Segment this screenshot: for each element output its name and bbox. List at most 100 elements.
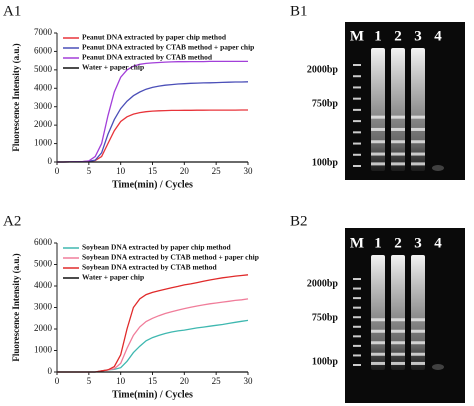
ladder-band xyxy=(353,306,361,309)
x-tick-label: 10 xyxy=(116,166,126,176)
ladder-band xyxy=(353,287,361,290)
gel-band xyxy=(371,115,385,119)
y-tick-label: 0 xyxy=(48,156,53,166)
ladder-band xyxy=(353,325,361,328)
x-tick-label: 20 xyxy=(180,166,190,176)
gel-band xyxy=(371,352,385,356)
gel-band xyxy=(371,152,385,156)
gel-band xyxy=(391,318,405,322)
x-tick-label: 5 xyxy=(87,376,92,386)
x-tick-label: 10 xyxy=(116,376,126,386)
gel-band xyxy=(391,140,405,144)
ladder-band xyxy=(353,354,361,357)
lane-label: 4 xyxy=(434,28,442,44)
gel-band xyxy=(371,162,385,166)
x-tick-label: 30 xyxy=(244,376,254,386)
gel-band xyxy=(411,152,425,156)
gel-band xyxy=(371,361,385,365)
y-tick-label: 4000 xyxy=(34,280,53,290)
gel-band xyxy=(411,329,425,333)
y-tick-label: 2000 xyxy=(34,119,53,129)
y-tick-label: 6000 xyxy=(34,237,53,247)
y-tick-label: 1000 xyxy=(34,138,53,148)
x-tick-label: 20 xyxy=(180,376,190,386)
x-tick-label: 25 xyxy=(212,376,222,386)
x-axis-label: Time(min) / Cycles xyxy=(112,179,193,190)
gel-band xyxy=(391,341,405,345)
panel-label: B1 xyxy=(290,3,308,19)
legend-label: Water + paper chip xyxy=(82,273,144,282)
gel-band xyxy=(411,115,425,119)
lane-label: M xyxy=(350,28,364,44)
gel-band xyxy=(391,152,405,156)
x-tick-label: 15 xyxy=(148,376,158,386)
lane-label: 1 xyxy=(374,235,382,251)
ladder-band xyxy=(353,64,361,66)
marker-label: 2000bp xyxy=(307,64,339,75)
ladder-band xyxy=(353,120,361,123)
primer-dimer xyxy=(432,165,444,171)
gel-band xyxy=(391,361,405,365)
ladder-band xyxy=(353,316,361,319)
gel-band xyxy=(411,162,425,166)
x-axis-label: Time(min) / Cycles xyxy=(112,389,193,400)
lane-label: 1 xyxy=(374,28,382,44)
gel-band xyxy=(371,341,385,345)
y-tick-label: 3000 xyxy=(34,101,53,111)
y-tick-label: 2000 xyxy=(34,323,53,333)
ladder-band xyxy=(353,278,361,280)
ladder-band xyxy=(353,364,361,366)
primer-dimer xyxy=(432,364,444,370)
gel-band xyxy=(391,115,405,119)
x-tick-label: 0 xyxy=(55,166,60,176)
ladder-band xyxy=(353,97,361,100)
x-tick-label: 0 xyxy=(55,376,60,386)
gel-band xyxy=(391,162,405,166)
series-line xyxy=(57,109,248,163)
marker-label: 2000bp xyxy=(307,278,339,289)
gel-band xyxy=(411,318,425,322)
y-tick-label: 0 xyxy=(48,366,53,376)
ladder-band xyxy=(353,165,361,167)
x-tick-label: 15 xyxy=(148,166,158,176)
series-line xyxy=(57,319,249,373)
lane-label: 2 xyxy=(394,235,402,251)
gel-band xyxy=(391,127,405,131)
gel-band xyxy=(371,140,385,144)
lane-label: M xyxy=(350,235,364,251)
panel-label: A2 xyxy=(3,213,21,229)
y-tick-label: 7000 xyxy=(34,27,53,37)
ladder-band xyxy=(353,153,361,156)
gel-band xyxy=(411,352,425,356)
legend-label: Soybean DNA extracted by CTAB method xyxy=(82,263,217,272)
y-axis-label: Fluorescence Intensity (a.u.) xyxy=(11,43,21,151)
ladder-band xyxy=(353,142,361,145)
ladder-band xyxy=(353,297,361,300)
legend-label: Peanut DNA extracted by paper chip metho… xyxy=(82,33,227,42)
ladder-band xyxy=(353,344,361,347)
gel-band xyxy=(411,361,425,365)
panel-label: A1 xyxy=(3,3,21,19)
y-axis-label: Fluorescence Intensity (a.u.) xyxy=(11,253,21,361)
y-tick-label: 5000 xyxy=(34,259,53,269)
series-line xyxy=(57,81,249,163)
x-tick-label: 30 xyxy=(244,166,254,176)
gel-band xyxy=(411,127,425,131)
x-tick-label: 5 xyxy=(87,166,92,176)
x-tick-label: 25 xyxy=(212,166,222,176)
legend-label: Peanut DNA extracted by CTAB method xyxy=(82,53,213,62)
gel-band xyxy=(411,341,425,345)
panel-label: B2 xyxy=(290,213,308,229)
marker-label: 100bp xyxy=(312,356,339,367)
ladder-band xyxy=(353,131,361,134)
gel-band xyxy=(411,140,425,144)
y-tick-label: 4000 xyxy=(34,82,53,92)
y-tick-label: 6000 xyxy=(34,45,53,55)
ladder-band xyxy=(353,108,361,111)
lane-label: 4 xyxy=(434,235,442,251)
lane-label: 3 xyxy=(414,235,422,251)
ladder-band xyxy=(353,86,361,89)
marker-label: 750bp xyxy=(312,312,339,323)
gel-band xyxy=(391,329,405,333)
